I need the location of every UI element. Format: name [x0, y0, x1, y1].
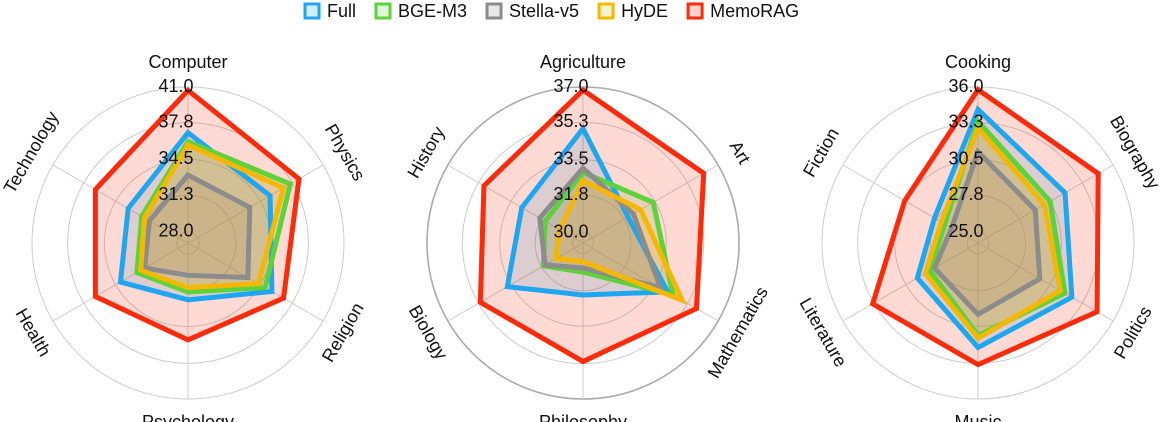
axis-label: Music: [954, 412, 1001, 422]
axis-label: Fiction: [799, 124, 843, 180]
legend-label: Full: [327, 1, 356, 21]
series-line: [922, 123, 1064, 342]
series-line: [914, 105, 1075, 351]
legend-swatch: [597, 2, 615, 20]
legend-swatch: [686, 2, 704, 20]
r-tick-label: 34.5: [158, 148, 193, 168]
series-area: [872, 89, 1099, 365]
axis-label: Psychology: [142, 412, 234, 422]
legend: Full BGE-M3 Stella-v5 HyDE MemoRAG: [303, 1, 799, 21]
series-line: [117, 129, 275, 303]
axis-label: Biography: [1106, 112, 1163, 192]
legend-swatch: [374, 2, 392, 20]
series-line: [553, 177, 687, 305]
spoke: [977, 242, 1114, 322]
spoke: [842, 242, 979, 322]
axis-label: Art: [726, 137, 755, 167]
legend-label: HyDE: [621, 1, 668, 21]
r-tick-label: 33.5: [553, 149, 588, 169]
series-area: [144, 175, 250, 278]
series-area: [555, 180, 683, 301]
axis-label: Computer: [148, 52, 227, 72]
series-line: [141, 171, 253, 281]
axis-label: Mathematics: [704, 283, 772, 381]
spoke: [842, 164, 979, 244]
r-tick-label: 30.5: [948, 148, 983, 168]
series-line: [92, 86, 302, 343]
series-line: [537, 164, 665, 292]
r-tick-label: 27.8: [948, 184, 983, 204]
axis-label: Politics: [1110, 303, 1156, 362]
series-line: [869, 86, 1101, 368]
spoke: [52, 164, 189, 244]
r-tick-label: 37.8: [158, 111, 193, 131]
r-tick-label: 37.0: [553, 76, 588, 96]
series-area: [120, 132, 272, 300]
series-line: [138, 141, 287, 291]
r-tick-label: 31.8: [553, 184, 588, 204]
axis-label: Literature: [796, 294, 851, 370]
legend-label: Stella-v5: [509, 1, 579, 21]
series-area: [507, 128, 668, 295]
series-area: [543, 172, 674, 295]
series-line: [134, 138, 294, 295]
series-line: [477, 86, 707, 365]
axis-label: Religion: [318, 299, 368, 365]
axis-label: History: [403, 123, 448, 182]
legend-swatch: [303, 2, 321, 20]
r-tick-label: 35.3: [553, 111, 588, 131]
r-tick-label: 31.3: [158, 184, 193, 204]
series-line: [504, 123, 672, 298]
legend-label: BGE-M3: [398, 1, 467, 21]
series-line: [931, 147, 1043, 318]
r-tick-label: 25.0: [948, 221, 983, 241]
series-area: [934, 151, 1040, 315]
spoke: [447, 242, 584, 322]
axis-label: Agriculture: [540, 52, 626, 72]
r-tick-label: 36.0: [948, 76, 983, 96]
series-line: [540, 169, 677, 299]
axis-label: Philosophy: [539, 412, 627, 422]
axis-label: Cooking: [945, 52, 1011, 72]
legend-swatch: [485, 2, 503, 20]
legend-label: MemoRAG: [710, 1, 799, 21]
r-tick-label: 28.0: [158, 221, 193, 241]
r-tick-label: 33.3: [948, 111, 983, 131]
axis-label: Biology: [405, 302, 452, 363]
r-tick-label: 41.0: [158, 76, 193, 96]
axis-label: Technology: [0, 108, 62, 197]
r-tick-label: 30.0: [553, 221, 588, 241]
